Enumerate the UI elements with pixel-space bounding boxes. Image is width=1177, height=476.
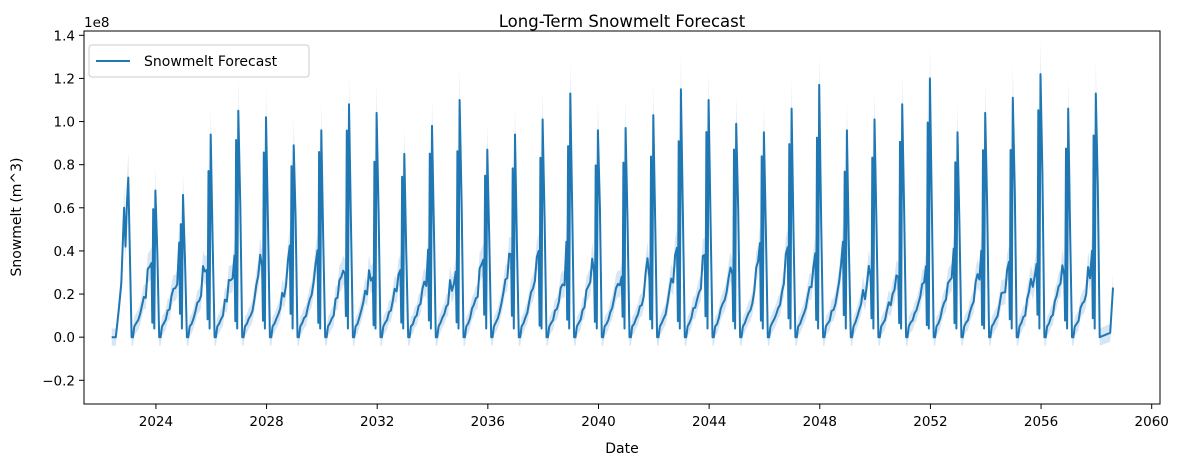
y-tick-label: 1.4: [54, 28, 75, 44]
series-line-layer: [111, 73, 1114, 339]
x-tick-label: 2056: [1024, 414, 1058, 430]
x-tick-label: 2036: [471, 414, 505, 430]
y-axis-label: Snowmelt (m^3): [9, 157, 25, 276]
y-tick-label: 0.2: [54, 287, 75, 303]
x-tick-label: 2044: [692, 414, 726, 430]
x-axis: 2024 2028 2032 2036 2040 2044 2048 2052 2056 2060: [139, 404, 1169, 430]
x-tick-label: 2040: [581, 414, 615, 430]
legend-box: [88, 44, 310, 78]
x-axis-label: Date: [605, 441, 638, 457]
chart-title: Long-Term Snowmelt Forecast: [499, 12, 746, 31]
confidence-band-layer: [111, 39, 1113, 346]
y-tick-label: 0.6: [54, 201, 75, 217]
legend-entry: Snowmelt Forecast: [144, 54, 278, 70]
y-offset-label: 1e8: [84, 15, 109, 31]
y-tick-label: 0.4: [54, 244, 75, 260]
x-tick-label: 2048: [803, 414, 837, 430]
y-tick-label: 0.8: [54, 158, 75, 174]
x-tick-label: 2024: [139, 414, 173, 430]
legend: Snowmelt Forecast: [88, 44, 310, 78]
y-tick-label: 1.2: [54, 71, 75, 87]
plot-frame: [83, 30, 1161, 405]
y-tick-label: 1.0: [54, 115, 75, 131]
y-tick-label: −0.2: [42, 373, 75, 389]
x-tick-label: 2060: [1135, 414, 1169, 430]
x-tick-label: 2052: [913, 414, 947, 430]
series-line-snowmelt-forecast: [111, 73, 1114, 339]
confidence-band: [111, 39, 1113, 346]
y-axis: −0.2 0.0 0.2 0.4 0.6 0.8 1.0 1.2 1.4: [42, 28, 84, 389]
y-tick-label: 0.0: [54, 330, 75, 346]
x-tick-label: 2028: [249, 414, 283, 430]
x-tick-label: 2032: [360, 414, 394, 430]
